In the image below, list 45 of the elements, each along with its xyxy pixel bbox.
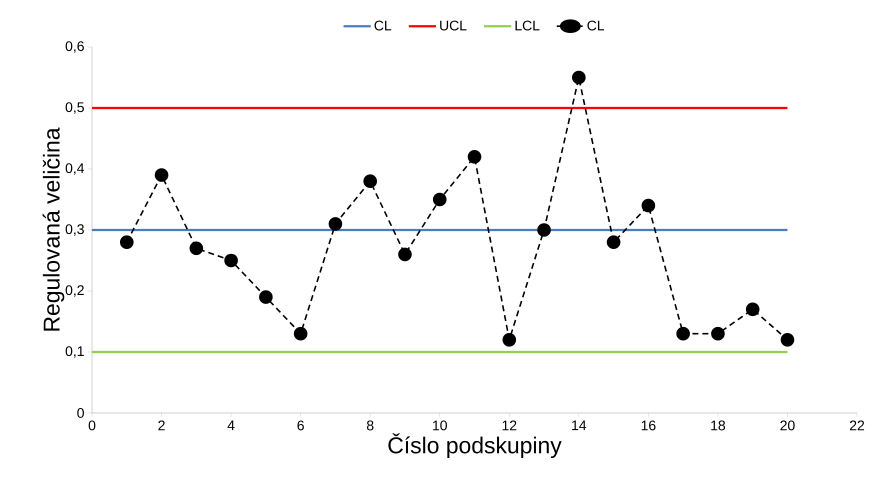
y-axis-title: Regulovaná veličina (42, 128, 64, 331)
x-tick-label: 10 (433, 420, 447, 430)
y-tick-label: 0,2 (66, 285, 84, 297)
legend-label: UCL (440, 20, 467, 30)
y-tick-label: 0,5 (66, 102, 84, 114)
point (120, 235, 134, 249)
point (190, 241, 204, 256)
x-tick-label: 12 (502, 420, 516, 430)
x-tick-label: 8 (366, 420, 374, 430)
x-axis-title: Číslo podskupiny (388, 433, 562, 458)
point (363, 174, 377, 188)
x-tick-label: 22 (850, 420, 864, 430)
point (432, 192, 447, 206)
y-tick-label: 0 (77, 408, 84, 418)
point (780, 332, 794, 347)
legend-label: CL (587, 20, 604, 30)
point (746, 302, 760, 316)
point (606, 235, 620, 249)
x-tick-label: 18 (711, 420, 726, 430)
point (398, 248, 412, 262)
point (502, 332, 516, 347)
point (259, 290, 273, 304)
legend-label: LCL (516, 20, 540, 30)
point (224, 254, 238, 268)
x-tick-label: 0 (88, 420, 96, 430)
point (572, 70, 586, 84)
x-tick-label: 2 (158, 420, 165, 430)
point (642, 198, 656, 212)
point (676, 326, 690, 340)
y-tick-label: 0,1 (66, 346, 84, 358)
x-tick-label: 16 (642, 420, 656, 430)
y-tick-label: 0,3 (66, 224, 84, 236)
point (537, 223, 551, 237)
x-tick-label: 4 (228, 420, 235, 430)
point (711, 326, 725, 340)
x-tick-label: 20 (780, 420, 795, 430)
point (328, 217, 342, 231)
x-tick-label: 6 (297, 420, 304, 430)
point (154, 168, 168, 182)
x-tick-label: 14 (572, 420, 586, 430)
point (468, 150, 482, 164)
y-tick-label: 0,4 (66, 163, 84, 175)
legend-label: CL (374, 20, 392, 30)
y-tick-label: 0,6 (66, 41, 84, 53)
point (294, 326, 308, 340)
